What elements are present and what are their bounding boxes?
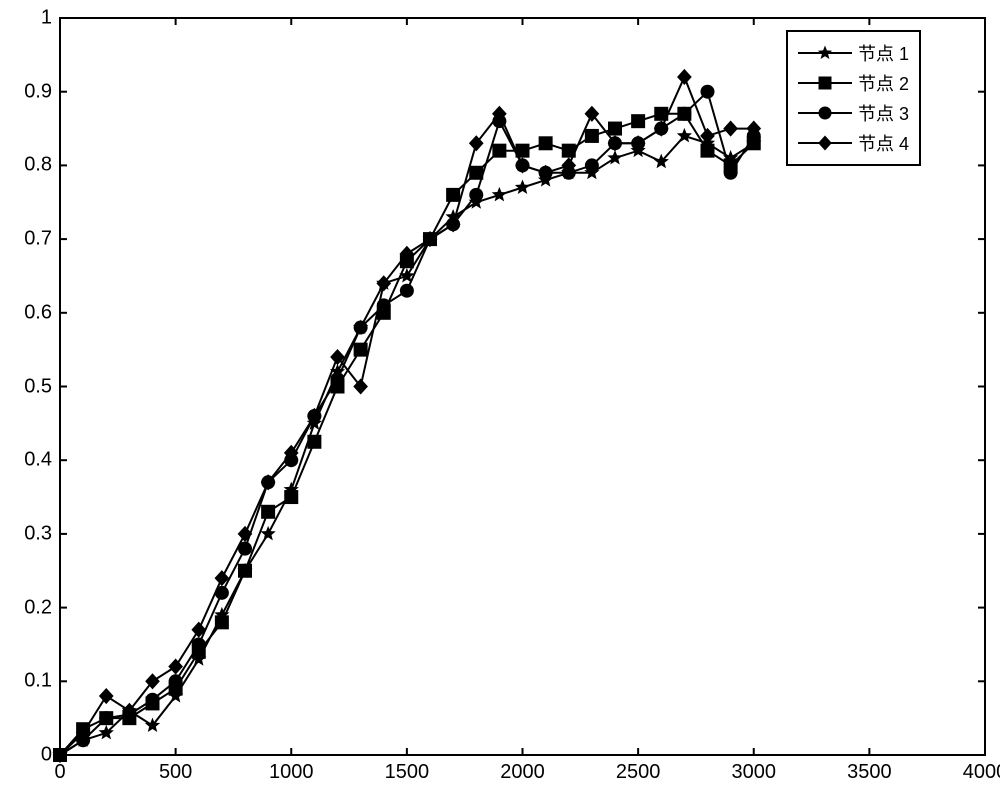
x-tick-label: 4000 <box>963 761 1000 784</box>
legend-label: 节点 3 <box>858 100 909 126</box>
series-line <box>60 77 754 755</box>
x-tick-label: 0 <box>54 761 65 784</box>
legend-item: 节点 1 <box>798 38 909 68</box>
y-tick-label: 0.7 <box>2 228 52 251</box>
y-tick-label: 0.4 <box>2 449 52 472</box>
legend-label: 节点 2 <box>858 70 909 96</box>
y-tick-label: 0.3 <box>2 522 52 545</box>
y-tick-label: 0 <box>2 744 52 767</box>
x-tick-label: 1000 <box>269 761 314 784</box>
legend-sample <box>798 43 852 63</box>
y-tick-label: 0.1 <box>2 670 52 693</box>
series-markers <box>52 128 761 762</box>
series-markers <box>53 85 761 762</box>
x-tick-label: 3500 <box>847 761 892 784</box>
series-markers <box>53 69 761 763</box>
series-line <box>60 136 754 755</box>
y-tick-label: 0.9 <box>2 80 52 103</box>
y-tick-label: 1 <box>2 7 52 30</box>
x-tick-label: 500 <box>159 761 192 784</box>
y-tick-label: 0.5 <box>2 375 52 398</box>
y-tick-label: 0.2 <box>2 596 52 619</box>
series-line <box>60 92 754 755</box>
chart-container: 节点 1 节点 2 节点 3 节点 4 0 0.1 0.2 0.3 0.4 0.5 0.6 0… <box>0 0 1000 798</box>
legend-item: 节点 4 <box>798 128 909 158</box>
legend-label: 节点 1 <box>858 40 909 66</box>
legend-sample <box>798 133 852 153</box>
x-tick-label: 2000 <box>500 761 545 784</box>
y-tick-label: 0.6 <box>2 301 52 324</box>
x-tick-label: 1500 <box>385 761 430 784</box>
legend-item: 节点 2 <box>798 68 909 98</box>
series-markers <box>53 107 761 762</box>
legend: 节点 1 节点 2 节点 3 节点 4 <box>786 30 921 166</box>
legend-sample <box>798 73 852 93</box>
legend-sample <box>798 103 852 123</box>
y-tick-label: 0.8 <box>2 154 52 177</box>
series-line <box>60 114 754 755</box>
legend-item: 节点 3 <box>798 98 909 128</box>
x-tick-label: 3000 <box>732 761 777 784</box>
x-tick-label: 2500 <box>616 761 661 784</box>
legend-label: 节点 4 <box>858 130 909 156</box>
